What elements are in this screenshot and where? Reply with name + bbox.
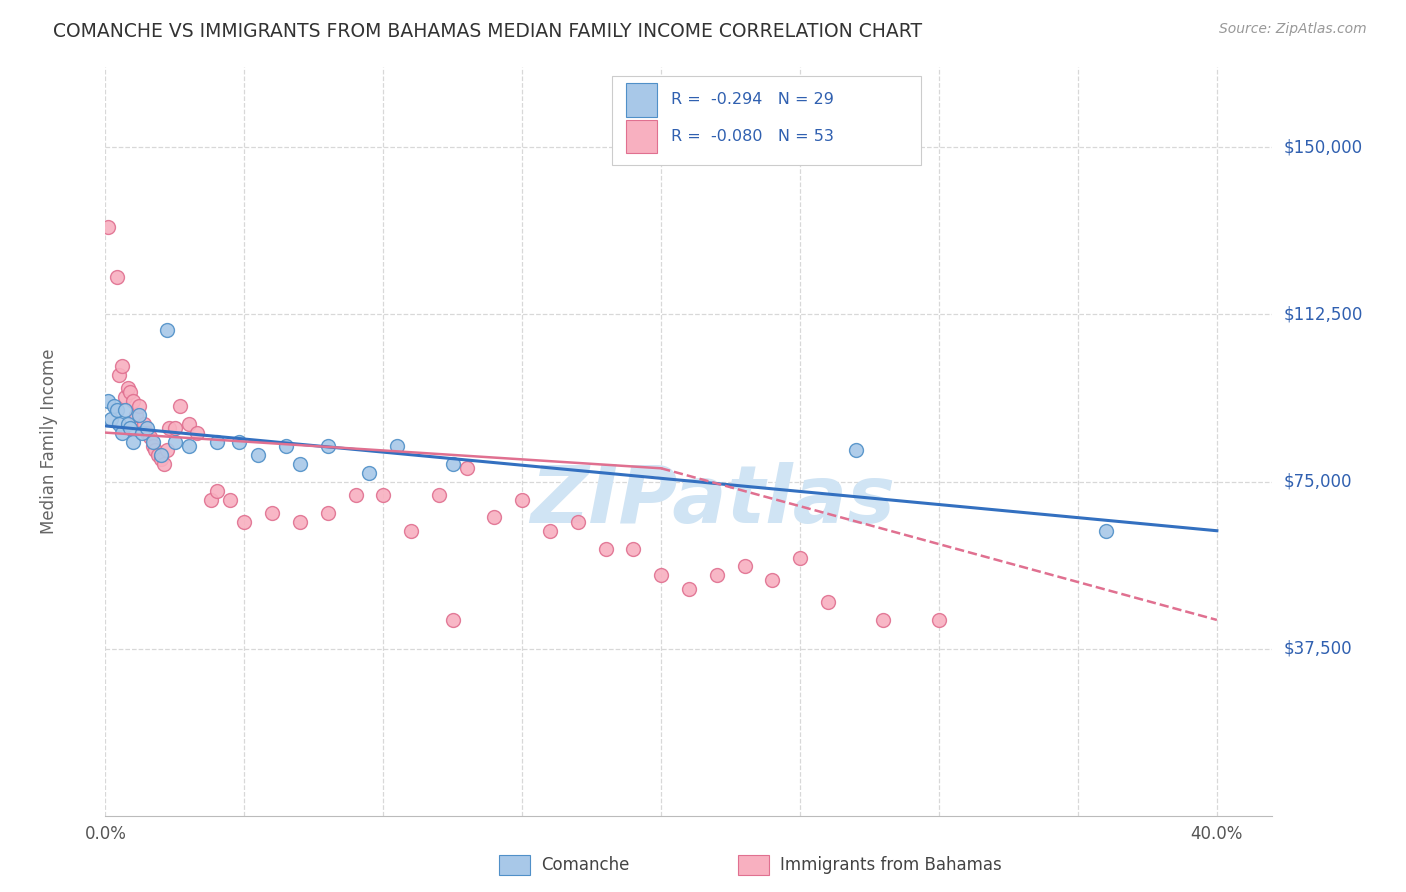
Point [928,613,950,627]
Point [111,359,134,373]
Point [136,421,159,435]
Point [105,403,128,417]
Point [131,425,153,440]
Point [134,417,156,431]
Point [441,457,464,471]
Point [344,488,367,502]
Point [872,613,894,627]
Point [247,448,270,462]
Point [186,425,208,440]
Point [678,582,700,596]
Point [103,399,125,413]
Point [153,457,174,471]
Point [845,443,868,458]
Text: ZIPatlas: ZIPatlas [530,462,894,541]
Point [288,515,311,529]
Point [177,439,200,453]
Point [373,488,395,502]
Point [817,595,839,609]
Point [122,394,145,409]
Point [163,421,186,435]
Text: Median Family Income: Median Family Income [41,349,59,534]
Text: $112,500: $112,500 [1284,305,1362,324]
Point [456,461,478,475]
Point [484,510,506,524]
Point [148,448,170,462]
Point [316,439,339,453]
Point [128,408,150,422]
Text: Source: ZipAtlas.com: Source: ZipAtlas.com [1219,22,1367,37]
Point [567,515,589,529]
Text: Immigrants from Bahamas: Immigrants from Bahamas [780,856,1002,874]
Point [761,573,783,587]
Point [200,492,222,507]
Text: Comanche: Comanche [541,856,630,874]
Point [120,421,142,435]
Point [114,403,136,417]
Point [157,421,180,435]
Point [122,434,145,449]
Text: R =  -0.294   N = 29: R = -0.294 N = 29 [671,93,834,107]
Point [131,421,153,435]
Text: COMANCHE VS IMMIGRANTS FROM BAHAMAS MEDIAN FAMILY INCOME CORRELATION CHART: COMANCHE VS IMMIGRANTS FROM BAHAMAS MEDI… [53,22,922,41]
Point [205,434,228,449]
Point [125,408,148,422]
Point [595,541,617,556]
Text: $150,000: $150,000 [1284,138,1362,156]
Point [100,412,122,426]
Point [274,439,297,453]
Point [706,568,728,582]
Point [142,439,165,453]
Point [177,417,200,431]
Point [219,492,242,507]
Point [621,541,644,556]
Point [117,417,139,431]
Text: $75,000: $75,000 [1284,473,1353,491]
Point [142,434,165,449]
Point [316,506,339,520]
Point [538,524,561,538]
Point [150,452,173,467]
Point [288,457,311,471]
Point [97,394,120,409]
Point [262,506,284,520]
Point [155,443,177,458]
Point [114,390,136,404]
Point [117,381,139,395]
Point [228,434,250,449]
Point [385,439,409,453]
Point [1094,524,1116,538]
Point [155,323,177,337]
Point [97,220,120,235]
Point [139,430,162,444]
Point [233,515,256,529]
Point [359,466,381,480]
Point [128,399,150,413]
Point [650,568,672,582]
Point [789,550,811,565]
Point [108,368,131,382]
Point [163,434,186,449]
Point [399,524,422,538]
Point [105,269,128,284]
Point [427,488,450,502]
Point [108,417,131,431]
Point [136,425,159,440]
Point [510,492,533,507]
Point [169,399,191,413]
Point [734,559,756,574]
Text: R =  -0.080   N = 53: R = -0.080 N = 53 [671,129,834,144]
Point [120,385,142,400]
Point [441,613,464,627]
Point [150,448,173,462]
Point [205,483,228,498]
Text: $37,500: $37,500 [1284,640,1353,658]
Point [111,425,134,440]
Point [145,443,167,458]
